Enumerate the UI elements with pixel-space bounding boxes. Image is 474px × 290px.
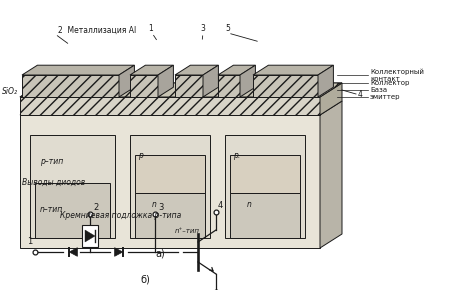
Polygon shape [240, 65, 255, 97]
Polygon shape [135, 193, 205, 238]
Text: р.: р. [233, 151, 240, 160]
Polygon shape [119, 65, 135, 97]
Polygon shape [69, 248, 77, 256]
Polygon shape [253, 75, 318, 97]
Polygon shape [318, 65, 333, 97]
Text: n⁺–тип: n⁺–тип [175, 228, 200, 234]
Polygon shape [130, 75, 158, 97]
Text: База: База [370, 87, 387, 93]
Polygon shape [130, 65, 173, 75]
Polygon shape [218, 65, 255, 75]
Text: n–тип: n–тип [40, 205, 63, 214]
Polygon shape [35, 183, 110, 238]
Text: 2  Металлизация Al: 2 Металлизация Al [58, 26, 136, 35]
Polygon shape [320, 101, 342, 248]
Polygon shape [22, 75, 119, 97]
Polygon shape [20, 101, 342, 115]
Polygon shape [20, 115, 320, 248]
Bar [82, 225, 98, 247]
Text: Коллекторный
контакт: Коллекторный контакт [370, 68, 424, 82]
Text: 1: 1 [148, 24, 153, 33]
Text: р: р [138, 151, 143, 160]
Text: 4: 4 [358, 90, 363, 99]
Polygon shape [175, 75, 203, 97]
Polygon shape [230, 193, 300, 238]
Text: n: n [247, 200, 252, 209]
Polygon shape [203, 65, 219, 97]
Polygon shape [225, 135, 305, 238]
Polygon shape [115, 248, 123, 256]
Text: б): б) [140, 274, 150, 284]
Polygon shape [20, 83, 342, 97]
Polygon shape [20, 83, 342, 97]
Text: 3: 3 [158, 203, 164, 212]
Text: 2: 2 [93, 203, 98, 212]
Polygon shape [30, 135, 115, 238]
Text: 1: 1 [27, 237, 32, 246]
Text: 3: 3 [200, 24, 205, 33]
Polygon shape [230, 155, 300, 193]
Text: SiO₂: SiO₂ [2, 87, 18, 96]
Text: эмиттер: эмиттер [370, 94, 401, 100]
Text: Выводы диодов: Выводы диодов [22, 178, 85, 187]
Polygon shape [253, 65, 333, 75]
Polygon shape [135, 155, 205, 193]
Polygon shape [22, 65, 135, 75]
Text: Коллектор: Коллектор [370, 80, 410, 86]
Polygon shape [218, 75, 240, 97]
Text: р–тип: р–тип [40, 157, 63, 166]
Text: 4: 4 [218, 201, 223, 210]
Text: Кремниевая подложка р-типа: Кремниевая подложка р-типа [60, 211, 181, 220]
Polygon shape [175, 65, 219, 75]
Text: n: n [152, 200, 157, 209]
Polygon shape [158, 65, 173, 97]
Text: 5: 5 [225, 24, 230, 33]
Polygon shape [20, 97, 320, 115]
Text: а): а) [155, 249, 165, 259]
Polygon shape [320, 83, 342, 115]
Polygon shape [130, 135, 210, 238]
Polygon shape [85, 230, 95, 242]
